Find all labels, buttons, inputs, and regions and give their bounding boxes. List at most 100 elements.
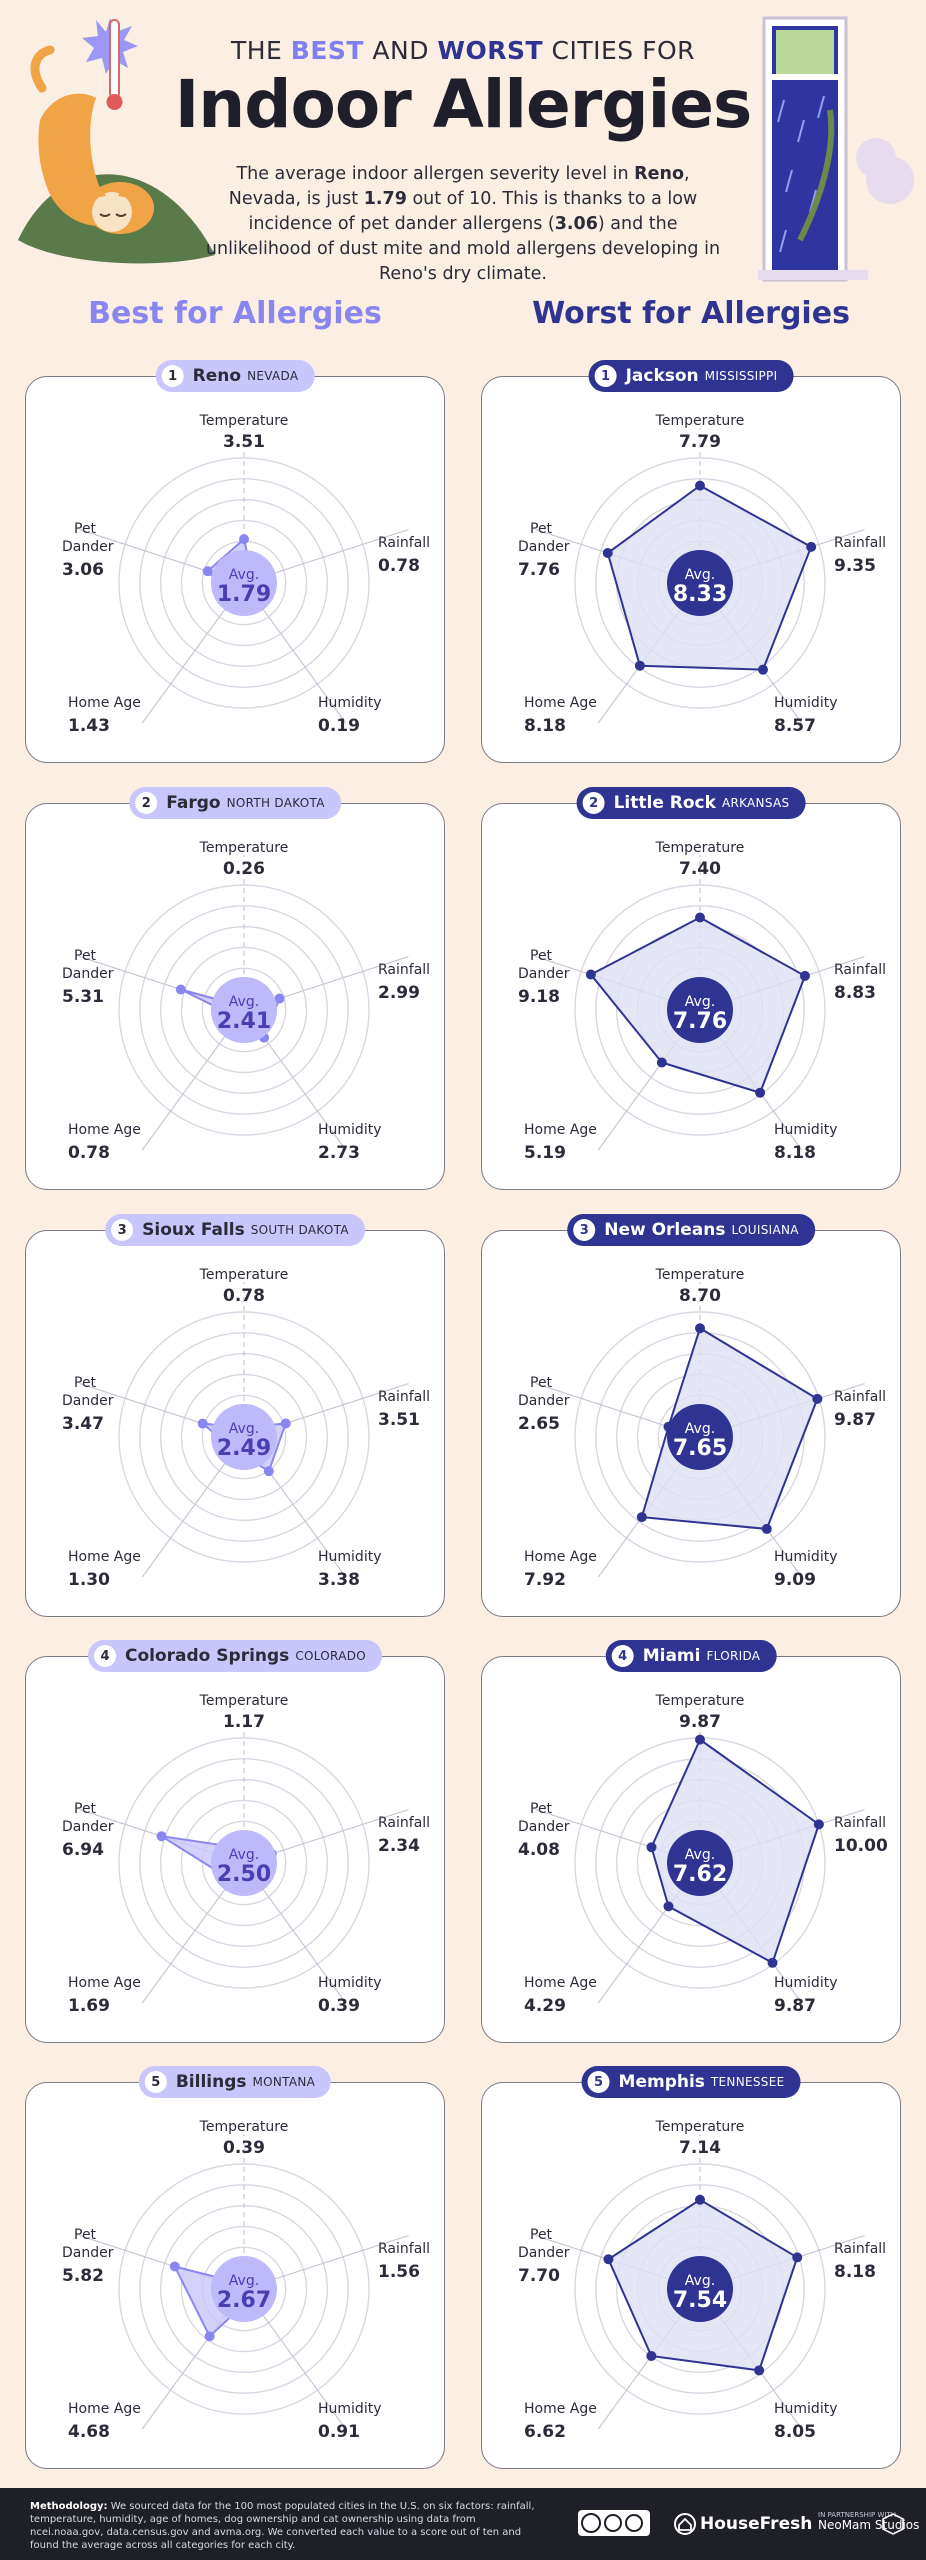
axis-label-temperature: Temperature (655, 413, 745, 429)
average-value: 2.50 (217, 1862, 271, 1887)
radar-card-worst-3: Avg. 7.65 Temperature 8.70 Rainfall 9.87 Humid… (481, 1214, 901, 1617)
axis-label-home-age: Home Age (524, 1975, 597, 1991)
axis-value-pet-dander: 7.76 (518, 560, 560, 580)
radar-ring (180, 1373, 308, 1501)
rank-badge: 1 (594, 365, 617, 387)
axis-value-temperature: 3.51 (223, 432, 265, 452)
axis-value-home-age: 8.18 (524, 716, 566, 736)
axis-value-temperature: 7.40 (679, 859, 721, 879)
radar-point (646, 2350, 657, 2361)
city-pill: 4 Miami FLORIDA (605, 1640, 777, 1672)
average-value: 2.67 (217, 2288, 271, 2313)
radar-point (695, 2194, 705, 2205)
city-pill: 2 Fargo NORTH DAKOTA (129, 787, 341, 819)
radar-ring (139, 905, 349, 1115)
radar-chart: Avg.7.65 Temperature 8.70 Rainfall 9.87 Humid… (518, 1267, 886, 1590)
average-badge (211, 1404, 277, 1470)
radar-point (799, 970, 810, 981)
radar-ring (118, 457, 370, 709)
axis-value-temperature: 8.70 (679, 1286, 721, 1306)
window-illustration (758, 16, 914, 282)
radar-chart: Avg.7.76 Temperature 7.40 Rainfall 8.83 Humid… (518, 840, 886, 1163)
axis-label-temperature: Temperature (199, 1267, 289, 1283)
axis-value-home-age: 0.78 (68, 1143, 110, 1163)
partner: IN PARTNERSHIP WITH NeoMam Studios (818, 2511, 920, 2532)
city-pill: 1 Reno NEVADA (155, 360, 315, 392)
city-name: Sioux Falls (142, 1220, 245, 1240)
state-name: NORTH DAKOTA (226, 796, 325, 810)
axis-label-pet-dander-line2: Dander (518, 966, 570, 982)
radar-ring (139, 1758, 349, 1968)
state-name: ARKANSAS (721, 796, 790, 810)
state-name: MONTANA (252, 2075, 316, 2089)
axis-label-rainfall: Rainfall (834, 2241, 886, 2257)
city-pill: 4 Colorado Springs COLORADO (88, 1640, 382, 1672)
axis-value-humidity: 0.19 (318, 716, 360, 736)
average-value: 2.49 (217, 1436, 271, 1461)
rank-badge: 3 (111, 1219, 134, 1241)
axis-label-home-age: Home Age (68, 1549, 141, 1565)
axis-label-pet-dander: Pet (74, 1375, 97, 1391)
axis-label-pet-dander: Pet (74, 521, 97, 537)
axis-label-pet-dander: Pet (74, 2227, 97, 2243)
axis-label-temperature: Temperature (655, 1693, 745, 1709)
axis-label-home-age: Home Age (68, 695, 141, 711)
radar-point (202, 566, 213, 577)
radar-point (695, 912, 705, 923)
average-badge (667, 2256, 733, 2322)
radar-card-best-3: Avg. 2.49 Temperature 0.78 Rainfall 3.51 Humid… (25, 1214, 445, 1617)
kicker: THE BEST AND WORST CITIES FOR (230, 36, 696, 65)
radar-point (274, 993, 285, 1004)
axis-value-rainfall: 8.83 (834, 983, 876, 1003)
city-pill: 2 Little Rock ARKANSAS (576, 787, 806, 819)
rank-badge: 4 (94, 1645, 116, 1667)
kicker-best: BEST (290, 36, 364, 65)
axis-label-humidity: Humidity (774, 1122, 837, 1138)
axis-label-rainfall: Rainfall (834, 962, 886, 978)
radar-point (812, 1393, 823, 1404)
average-value: 1.79 (217, 582, 271, 607)
axis-value-temperature: 9.87 (679, 1712, 721, 1732)
city-pill: 3 Sioux Falls SOUTH DAKOTA (105, 1214, 365, 1246)
axis-label-pet-dander-line2: Dander (518, 1393, 570, 1409)
rank-badge: 5 (587, 2071, 610, 2093)
city-name: Little Rock (613, 793, 716, 813)
best-column-heading: Best for Allergies (88, 296, 382, 331)
city-name: New Orleans (604, 1220, 726, 1240)
radar-card-worst-4: Avg. 7.62 Temperature 9.87 Rainfall 10.00 Humi… (481, 1640, 901, 2043)
axis-value-humidity: 9.09 (774, 1570, 816, 1590)
average-badge (667, 1404, 733, 1470)
average-label: Avg. (685, 2273, 715, 2289)
radar-ring (201, 967, 287, 1053)
axis-value-pet-dander: 3.06 (62, 560, 104, 580)
radar-point (806, 541, 817, 552)
radar-point (646, 1842, 657, 1853)
axis-value-home-age: 4.29 (524, 1996, 566, 2016)
radar-point (755, 1087, 766, 1098)
radar-point (156, 1831, 167, 1842)
radar-ring (595, 478, 805, 688)
header: THE BEST AND WORST CITIES FOR Indoor All… (0, 0, 926, 300)
axis-label-pet-dander-line2: Dander (518, 1819, 570, 1835)
rank-badge: 3 (573, 1219, 596, 1241)
rank-badge: 4 (611, 1645, 634, 1667)
axis-label-rainfall: Rainfall (378, 2241, 430, 2257)
radar-ring (118, 884, 370, 1136)
axis-label-pet-dander-line2: Dander (62, 1819, 114, 1835)
axis-label-rainfall: Rainfall (834, 535, 886, 551)
radar-ring (180, 2225, 308, 2353)
radar-point (204, 2331, 215, 2342)
average-label: Avg. (229, 1847, 259, 1863)
axis-value-humidity: 9.87 (774, 1996, 816, 2016)
axis-label-temperature: Temperature (199, 840, 289, 856)
city-pill: 5 Billings MONTANA (138, 2066, 332, 2098)
average-label: Avg. (229, 1421, 259, 1437)
average-label: Avg. (685, 994, 715, 1010)
radar-point (754, 2365, 765, 2376)
axis-label-humidity: Humidity (774, 1975, 837, 1991)
radar-ring (118, 1311, 370, 1563)
creative-commons-icon (578, 2510, 650, 2536)
average-value: 7.54 (673, 2288, 727, 2313)
housefresh-logo-icon (674, 2513, 696, 2535)
axis-label-pet-dander-line2: Dander (62, 1393, 114, 1409)
